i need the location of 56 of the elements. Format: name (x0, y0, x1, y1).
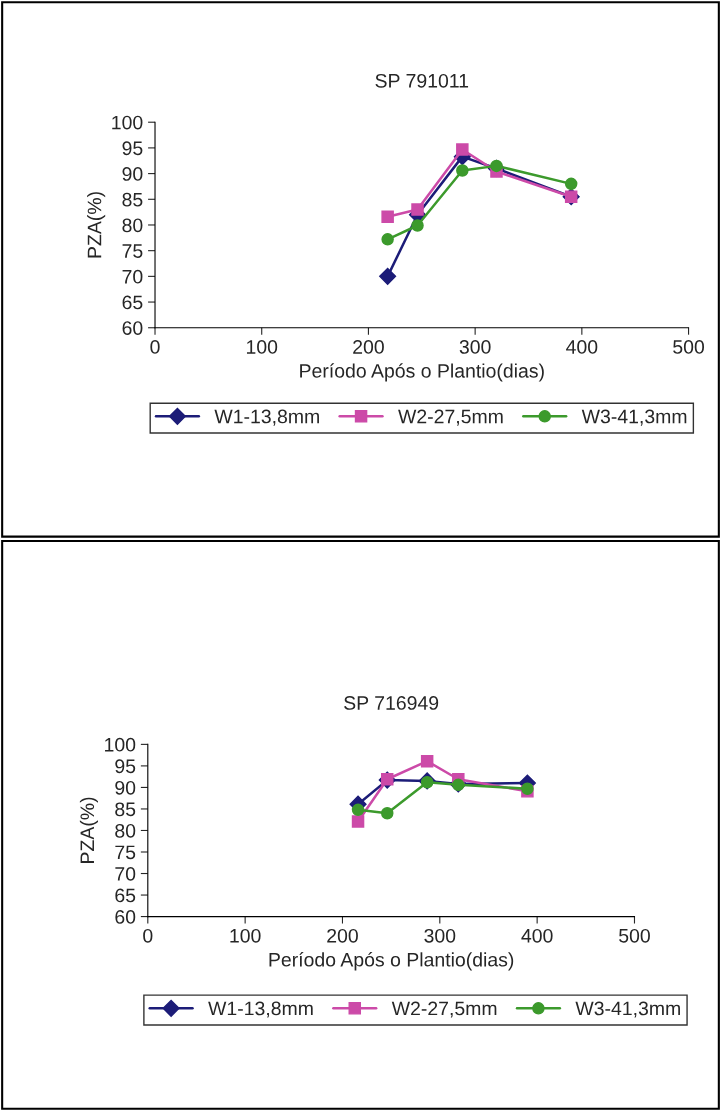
y-tick-label: 60 (122, 321, 143, 335)
x-tick-label: 0 (143, 928, 153, 943)
x-tick-label: 0 (150, 340, 160, 354)
legend-label: W1-13,8mm (208, 1001, 313, 1018)
y-tick-label: 95 (122, 141, 143, 156)
y-tick-label: 90 (115, 780, 136, 795)
y-tick-label: 90 (122, 167, 143, 181)
point (564, 177, 578, 191)
y-tick-label: 70 (122, 269, 143, 284)
legend-label: W2-27,5mm (398, 409, 503, 426)
y-tick-label: 60 (115, 910, 136, 924)
point (411, 203, 424, 216)
point (381, 233, 394, 246)
x-axis-title: Período Após o Plantio(dias) (269, 952, 514, 971)
point (456, 143, 469, 156)
y-tick-label: 80 (122, 218, 143, 233)
legend-label: W3-41,3mm (581, 409, 687, 426)
y-axis-title: PZA(%) (79, 797, 98, 863)
y-tick-label: 65 (122, 295, 143, 310)
x-tick-label: 500 (673, 340, 705, 354)
point (456, 164, 469, 177)
point (351, 815, 365, 828)
x-tick-label: 200 (353, 340, 384, 354)
x-tick-label: 400 (521, 928, 553, 943)
y-tick-label: 80 (115, 823, 136, 838)
point (420, 776, 434, 789)
y-axis-title: PZA(%) (87, 192, 106, 258)
x-tick-label: 500 (619, 928, 650, 943)
legend-label: W1-13,8mm (214, 409, 319, 426)
chart-title: SP 791011 (375, 73, 469, 88)
y-tick-label: 100 (112, 115, 143, 130)
x-tick-label: 100 (246, 340, 278, 354)
x-tick-label: 100 (230, 928, 261, 943)
y-tick-label: 75 (122, 244, 143, 258)
x-tick-label: 300 (459, 340, 491, 354)
point (490, 159, 503, 173)
y-tick-label: 100 (105, 737, 136, 752)
x-axis-title: Período Após o Plantio(dias) (300, 363, 544, 382)
point (379, 267, 397, 285)
point (380, 807, 394, 820)
point (351, 803, 365, 817)
chart-title: SP 716949 (344, 696, 439, 710)
y-tick-label: 95 (115, 759, 136, 774)
y-tick-label: 65 (115, 888, 136, 903)
x-tick-label: 200 (327, 928, 358, 943)
x-tick-label: 400 (566, 340, 598, 354)
point (381, 210, 394, 224)
y-tick-label: 75 (115, 845, 136, 860)
legend-label: W2-27,5mm (391, 1001, 497, 1018)
legend-label: W3-41,3mm (575, 1001, 680, 1018)
point (420, 754, 434, 768)
x-tick-label: 300 (424, 928, 456, 943)
y-tick-label: 85 (115, 802, 136, 817)
y-tick-label: 85 (122, 192, 143, 207)
y-tick-label: 70 (115, 866, 136, 881)
point (411, 219, 424, 232)
